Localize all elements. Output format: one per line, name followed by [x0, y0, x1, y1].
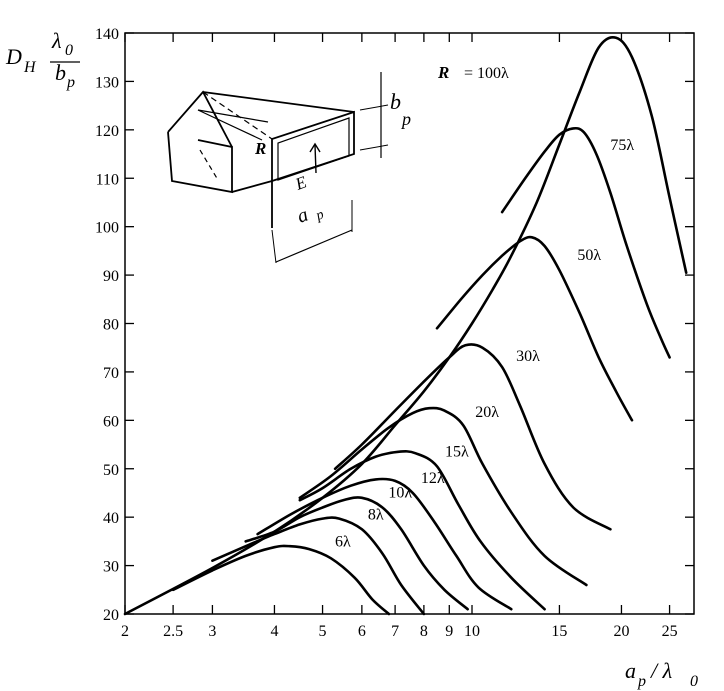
y-tick-label: 60	[103, 413, 119, 430]
curve-group	[123, 36, 688, 616]
y-label-den-sub: p	[66, 74, 75, 91]
x-axis-label: a p / λ 0	[625, 658, 698, 690]
y-label-den: b	[55, 60, 66, 85]
x-tick-label: 2.5	[163, 623, 183, 640]
x-label-main: a	[625, 658, 636, 683]
a-dimension-line	[275, 229, 353, 263]
y-tick-label: 20	[103, 607, 119, 624]
x-tick-label: 9	[445, 623, 453, 640]
feed-waveguide	[167, 131, 233, 194]
y-label-sub: H	[23, 59, 37, 76]
y-tick-label: 40	[103, 510, 119, 527]
x-tick-label: 4	[270, 623, 278, 640]
x-tick-label: 8	[420, 623, 428, 640]
curve-label-50λ: 50λ	[577, 247, 601, 264]
x-label-sep: / λ	[649, 658, 672, 683]
curve-label-10λ: 10λ	[388, 484, 412, 501]
curve-75λ	[500, 126, 671, 359]
y-tick-label: 120	[95, 123, 119, 140]
y-tick-label: 80	[103, 317, 119, 334]
x-label-sub: p	[637, 673, 646, 690]
y-axis-ticks: 20 30 40 50 60 70 80 90 100 110 120 130 140	[95, 26, 694, 624]
inset-a-sub: p	[313, 207, 326, 224]
y-tick-label: 50	[103, 462, 119, 479]
x-tick-label: 3	[208, 623, 216, 640]
r-annotation-eq: = 100λ	[464, 65, 509, 82]
inset-e-label: E	[292, 172, 310, 194]
curve-label-8λ: 8λ	[368, 506, 384, 523]
curve-12λ	[256, 477, 513, 611]
curve-label-75λ: 75λ	[610, 137, 634, 154]
x-tick-label: 5	[319, 623, 327, 640]
curve-label-15λ: 15λ	[445, 443, 469, 460]
y-tick-label: 130	[95, 74, 119, 91]
y-tick-label: 110	[96, 171, 119, 188]
y-tick-label: 90	[103, 268, 119, 285]
curve-label-12λ: 12λ	[421, 470, 445, 487]
r-annotation-symbol: R	[437, 63, 449, 82]
horn-inset	[167, 72, 389, 264]
x-tick-label: 20	[613, 623, 629, 640]
x-tick-label: 25	[662, 623, 678, 640]
curve-6λ	[171, 544, 391, 616]
y-label-main: D	[5, 44, 22, 69]
curve-15λ	[298, 450, 546, 611]
y-label-num: λ	[51, 28, 62, 53]
x-tick-label: 10	[464, 623, 480, 640]
curve-50λ	[435, 235, 634, 422]
curve-8λ	[211, 516, 426, 616]
x-axis-ticks: 2 2.5 3 4 5 6 7 8 9 10 15 20 25	[121, 33, 678, 640]
curve-30λ	[333, 343, 612, 531]
y-tick-label: 140	[95, 26, 119, 43]
r-annotation: R = 100λ	[437, 63, 509, 82]
x-tick-label: 6	[358, 623, 366, 640]
x-tick-label: 2	[121, 623, 129, 640]
curve-label-30λ: 30λ	[516, 348, 540, 365]
y-label-num-sub: 0	[65, 42, 73, 59]
curve-label-6λ: 6λ	[335, 533, 351, 550]
curve-label-20λ: 20λ	[475, 404, 499, 421]
x-tick-label: 7	[391, 623, 399, 640]
inset-b-label: b	[390, 89, 401, 114]
inset-a-label: a	[294, 204, 311, 228]
inset-b-sub: p	[400, 109, 411, 129]
y-axis-label: D H λ 0 b p	[5, 28, 80, 91]
y-tick-label: 70	[103, 365, 119, 382]
curve-100λ	[123, 36, 688, 616]
inset-r-label: R	[254, 139, 266, 158]
x-label-sub2: 0	[690, 673, 698, 690]
curve-10λ	[244, 496, 469, 611]
y-tick-label: 30	[103, 559, 119, 576]
y-tick-label: 100	[95, 220, 119, 237]
curve-20λ	[298, 406, 588, 587]
x-tick-label: 15	[551, 623, 567, 640]
